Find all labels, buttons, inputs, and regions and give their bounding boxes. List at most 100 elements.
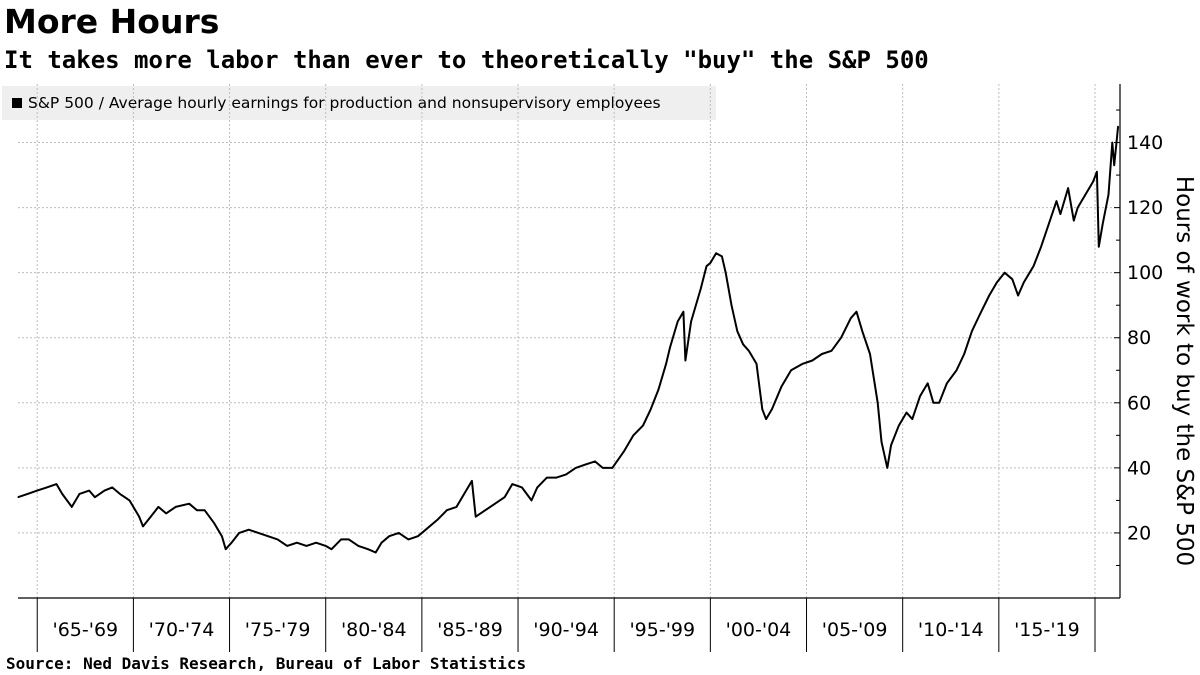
source-note: Source: Ned Davis Research, Bureau of La… <box>6 654 527 673</box>
data-point <box>742 343 744 345</box>
data-point <box>898 425 900 427</box>
data-point <box>27 493 29 495</box>
data-point <box>546 477 548 479</box>
data-point <box>979 314 981 316</box>
data-point <box>771 408 773 410</box>
data-point <box>765 418 767 420</box>
data-point <box>911 418 913 420</box>
data-point <box>1055 200 1058 202</box>
data-point <box>511 483 513 485</box>
x-tick-label: '65-'69 <box>52 619 118 641</box>
data-point <box>1073 220 1075 222</box>
data-point <box>61 493 63 495</box>
data-point <box>196 509 198 511</box>
data-point <box>267 535 269 537</box>
data-point <box>213 522 215 524</box>
data-point <box>521 486 523 488</box>
data-point <box>1117 125 1119 127</box>
data-point <box>700 288 702 290</box>
data-point <box>736 330 738 332</box>
data-point <box>690 320 692 323</box>
data-point <box>1092 181 1094 183</box>
data-point <box>94 496 96 498</box>
x-tick-label: '80-'84 <box>341 619 407 641</box>
data-point <box>1017 294 1019 297</box>
data-point <box>927 382 929 384</box>
data-point <box>611 467 613 469</box>
data-point <box>436 519 438 521</box>
data-point <box>657 389 660 391</box>
data-point <box>380 542 383 544</box>
chart-subtitle: It takes more labor than ever to theoret… <box>4 46 929 74</box>
data-point <box>919 395 921 397</box>
legend-swatch <box>12 98 22 108</box>
data-point <box>315 542 317 544</box>
data-point <box>407 538 409 541</box>
data-point <box>877 402 879 404</box>
data-point <box>584 464 586 466</box>
data-point <box>802 363 804 365</box>
data-point <box>111 486 113 488</box>
data-point <box>296 542 298 544</box>
data-point <box>221 535 223 537</box>
data-point <box>1077 207 1079 209</box>
data-point <box>238 532 240 534</box>
data-point <box>475 516 477 518</box>
data-point <box>602 467 604 469</box>
x-tick-label: '05-'09 <box>822 619 888 641</box>
data-point <box>575 467 577 469</box>
data-point <box>330 548 333 550</box>
data-point <box>367 548 369 550</box>
data-point <box>955 369 958 371</box>
data-point <box>1067 187 1069 189</box>
data-point <box>277 538 279 541</box>
data-point <box>165 512 167 515</box>
data-point <box>305 545 308 547</box>
data-point <box>455 506 458 508</box>
data-point <box>388 535 390 537</box>
data-point <box>1098 246 1100 248</box>
data-point <box>471 480 473 482</box>
data-point <box>715 252 717 254</box>
data-point <box>665 363 667 365</box>
data-point <box>36 490 38 492</box>
data-point <box>357 545 359 547</box>
data-point <box>103 490 106 492</box>
data-point <box>128 499 131 501</box>
data-point <box>748 350 750 352</box>
data-point <box>1084 194 1086 196</box>
data-point <box>465 490 467 492</box>
data-point <box>248 529 250 531</box>
data-point <box>1111 142 1113 144</box>
data-point <box>1048 223 1050 225</box>
data-point <box>446 509 448 511</box>
data-point <box>375 551 377 554</box>
y-tick-label: 20 <box>1127 522 1151 544</box>
x-tick-label: '00-'04 <box>726 619 792 641</box>
y-tick-label: 100 <box>1127 262 1163 284</box>
data-point <box>677 320 679 323</box>
data-point <box>1040 246 1042 248</box>
data-point <box>536 486 538 488</box>
data-point <box>230 542 233 544</box>
data-point <box>996 281 998 283</box>
data-point <box>157 506 159 508</box>
series-line <box>17 126 1120 554</box>
data-point <box>340 538 342 541</box>
y-tick-label: 40 <box>1127 457 1151 479</box>
data-point <box>946 382 948 384</box>
data-point <box>642 425 644 427</box>
data-point <box>484 509 486 511</box>
data-point <box>188 503 190 505</box>
data-point <box>398 532 400 534</box>
data-point <box>730 304 733 306</box>
data-point <box>17 496 19 498</box>
data-point <box>755 363 758 365</box>
data-point <box>555 477 558 479</box>
legend-label: S&P 500 / Average hourly earnings for pr… <box>28 94 661 112</box>
y-tick-label: 140 <box>1127 132 1163 154</box>
x-tick-label: '15-'19 <box>1014 619 1080 641</box>
data-point <box>650 408 652 410</box>
data-point <box>55 483 58 485</box>
data-point <box>725 272 727 274</box>
